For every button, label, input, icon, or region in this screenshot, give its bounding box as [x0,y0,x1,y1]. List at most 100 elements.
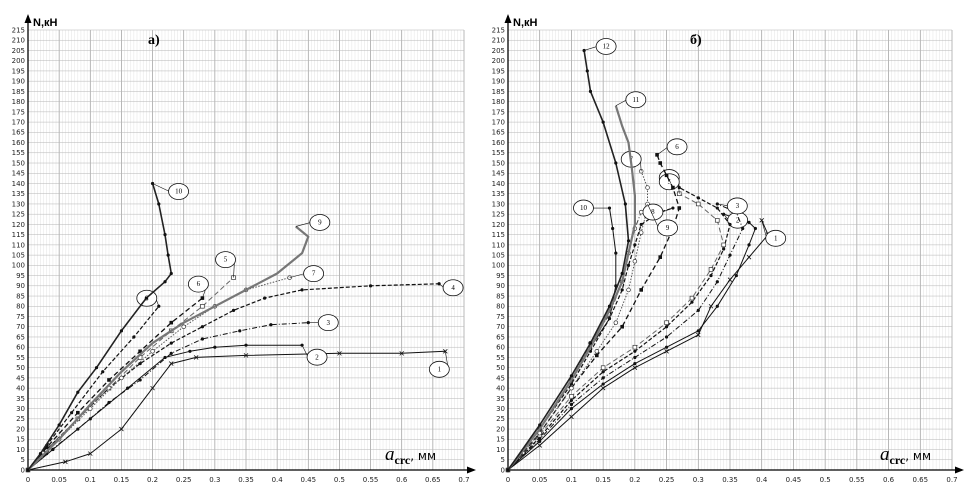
data-point-b-10 [607,316,612,321]
series-line-a-5 [27,277,234,471]
data-point-b-3 [715,280,719,284]
x-tick-label: 0 [506,476,510,484]
data-point-b-4 [664,325,669,329]
callout-leader-a-9 [295,222,311,227]
x-tick-label: 0.15 [595,476,611,484]
data-point-b-8 [626,263,631,267]
data-point-b-5 [708,267,714,272]
series-label-b-6: 6 [675,143,679,151]
data-point-a-4 [169,341,173,345]
data-point-b-4 [715,206,719,210]
data-point-b-9 [638,209,644,215]
series-label-b-8: 8 [651,208,655,216]
y-tick-label: 85 [16,292,25,300]
data-point-a-1 [119,426,124,432]
y-tick-label: 145 [492,170,505,178]
series-label-a-6: 6 [197,280,201,288]
series-label-a-3: 3 [327,319,331,327]
series-label-b-11: 11 [632,96,639,104]
y-tick-label: 50 [496,364,505,372]
y-tick-label: 140 [12,180,25,188]
data-point-a-6 [169,320,174,325]
data-point-a-3 [200,337,204,341]
series-label-b-3: 3 [736,202,740,210]
data-point-b-4 [569,398,574,403]
data-point-a-5 [200,304,205,309]
series-b-3: 3 [506,197,748,472]
panel-label: а) [148,33,160,48]
y-tick-label: 105 [492,252,505,260]
x-axis-label: acrc, мм [385,444,436,467]
data-point-b-6 [620,324,624,329]
x-tick-label: 0.6 [883,476,895,484]
data-point-b-2 [633,361,637,366]
data-point-b-4 [690,300,694,304]
x-tick-label: 0 [26,476,30,484]
data-point-b-6 [595,353,599,358]
y-tick-label: 210 [492,37,505,45]
data-point-a-10 [169,271,173,276]
series-label-a-4: 4 [451,284,455,292]
callout-ellipse-b-5 [658,173,680,191]
x-tick-label: 0.55 [849,476,865,484]
data-point-b-4 [709,273,713,278]
data-point-a-2 [213,345,217,349]
y-tick-label: 160 [492,139,505,147]
data-point-a-2 [244,343,248,347]
y-tick-label: 105 [12,252,25,260]
y-tick-label: 200 [492,57,505,65]
data-point-b-8 [671,206,675,210]
x-tick-label: 0.35 [238,476,254,484]
series-line-b-3 [507,203,744,471]
data-point-b-4 [601,370,605,374]
data-point-b-2 [747,220,751,224]
data-point-a-6 [76,410,80,415]
series-a-6: 6 [26,275,209,472]
data-point-b-5 [721,242,726,248]
y-tick-label: 115 [492,231,505,239]
y-tick-label: 200 [12,57,25,65]
callout-ellipse-a-4 [442,279,464,297]
data-point-b-1 [727,277,733,282]
callout-leader-b-8 [661,207,674,213]
data-point-a-4 [231,308,236,312]
x-tick-label: 0.05 [532,476,548,484]
data-point-b-5 [600,365,606,370]
data-point-a-1 [63,459,68,465]
y-tick-label: 90 [496,282,505,290]
y-tick-label: 190 [492,78,505,86]
data-point-b-12 [601,120,605,124]
data-point-b-6 [658,255,663,259]
data-point-a-3 [269,323,273,327]
y-tick-label: 185 [492,88,505,96]
y-tick-label: 110 [12,241,25,249]
x-tick-label: 0.55 [363,476,379,484]
data-point-b-2 [734,273,738,278]
data-point-b-12 [585,69,589,73]
series-label-a-9: 9 [318,219,322,227]
series-b-12: 12 [506,38,631,472]
series-b-11: 11 [507,91,647,471]
data-point-a-1 [399,351,404,356]
data-point-a-8 [70,411,74,415]
y-tick-label: 205 [492,47,505,55]
y-tick-label: 130 [492,200,505,208]
series-label-b-9: 9 [666,224,670,232]
data-point-b-7 [594,349,600,354]
y-tick-label: 20 [496,425,505,433]
y-tick-label: 70 [496,323,505,331]
x-tick-label: 0.1 [85,476,96,484]
data-point-b-12 [588,89,593,93]
data-point-a-10 [163,233,167,237]
data-point-a-10 [57,423,61,427]
x-axis-arrow [467,466,476,474]
data-point-a-6 [44,445,49,450]
data-point-a-4 [138,361,142,366]
data-point-b-8 [569,382,574,386]
callout-ellipse-b-3 [726,197,748,215]
y-tick-label: 35 [496,395,505,403]
y-tick-label: 75 [16,313,25,321]
data-point-a-3 [238,329,242,333]
y-tick-label: 180 [492,98,505,106]
x-tick-label: 0.4 [756,476,768,484]
